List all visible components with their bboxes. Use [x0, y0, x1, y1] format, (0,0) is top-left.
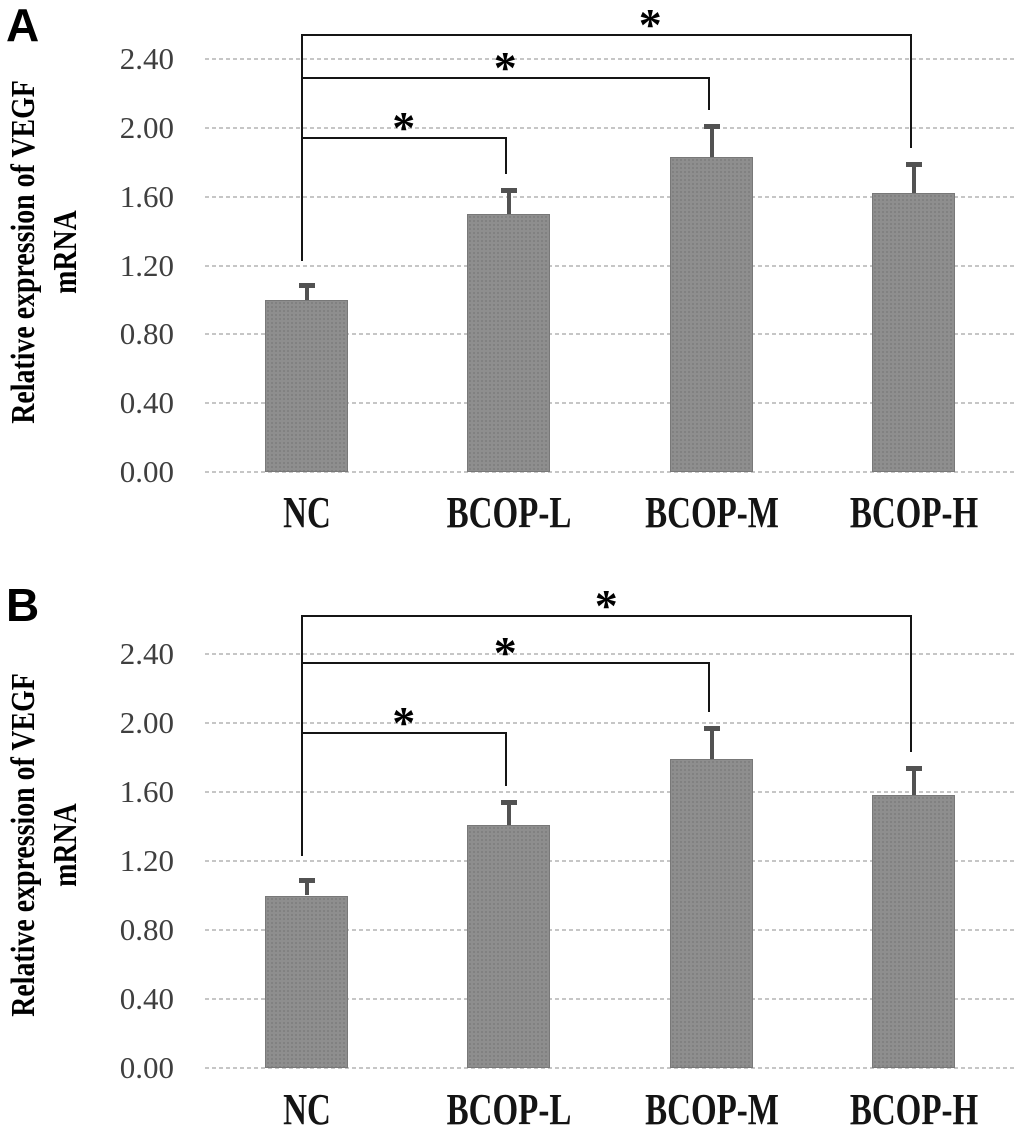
plot-area-b: 0.00 0.40 0.80 1.20 1.60 2.00 2.40 NC BCOP-L BCOP… — [0, 560, 1020, 1133]
category-label-bcop-m: BCOP-M — [644, 488, 779, 537]
nc-bracket-vertical — [301, 616, 303, 856]
error-bar-cap — [703, 726, 720, 732]
error-bar-cap — [500, 800, 517, 806]
error-bar-stem — [709, 728, 714, 760]
category-label-nc: NC — [282, 1085, 331, 1133]
significance-bracket-drop — [707, 662, 710, 713]
significance-bracket-line — [301, 77, 710, 80]
significance-asterisk: * — [493, 42, 517, 94]
y-tick-label: 0.40 — [119, 385, 174, 421]
panel-b-letter: B — [6, 579, 40, 631]
y-tick-label: 2.40 — [119, 636, 174, 671]
gridline — [205, 1067, 1016, 1069]
significance-bracket-drop — [707, 78, 710, 111]
gridline — [205, 998, 1016, 1000]
gridline — [205, 195, 1016, 198]
bar-bcop-h — [872, 795, 955, 1068]
category-label-bcop-h: BCOP-H — [849, 488, 978, 537]
panel-a: A Relative expression of VEGF mRNA 0.00 0… — [0, 0, 1020, 560]
error-bar-cap — [298, 877, 315, 883]
y-tick-label: 2.00 — [119, 110, 174, 145]
gridline — [205, 333, 1016, 336]
significance-bracket-line — [301, 34, 912, 37]
gridline — [205, 791, 1016, 793]
error-bar-stem — [911, 767, 916, 796]
y-tick-label: 2.00 — [119, 705, 174, 740]
significance-asterisk: * — [594, 580, 618, 632]
error-bar-stem — [911, 164, 916, 194]
error-bar-cap — [500, 187, 517, 193]
error-bar-stem — [709, 126, 714, 158]
bar-nc — [265, 895, 348, 1068]
gridline — [205, 471, 1016, 473]
bar-nc — [265, 300, 348, 472]
plot-area-a: 0.00 0.40 0.80 1.20 1.60 2.00 2.40 NC BCOP-L BCOP… — [0, 0, 1020, 560]
gridline — [205, 127, 1016, 129]
y-tick-label: 0.80 — [119, 316, 174, 352]
error-bar-cap — [298, 282, 315, 288]
panel-b: B Relative expression of VEGF mRNA 0.00 0… — [0, 560, 1020, 1133]
significance-asterisk: * — [493, 626, 517, 678]
error-bar-stem — [506, 802, 511, 825]
y-tick-label: 0.80 — [119, 912, 174, 947]
error-bar-stem — [304, 284, 309, 300]
significance-bracket-line — [301, 137, 507, 140]
nc-bracket-vertical — [301, 35, 303, 261]
y-tick-label: 2.40 — [119, 41, 174, 77]
significance-bracket-line — [301, 732, 507, 735]
gridline — [205, 860, 1016, 862]
error-bar-stem — [304, 879, 309, 896]
significance-bracket-drop — [504, 733, 507, 787]
y-tick-label: 0.40 — [119, 981, 174, 1016]
gridline — [205, 653, 1016, 655]
significance-asterisk: * — [638, 0, 662, 51]
gridline — [205, 929, 1016, 931]
gridline — [205, 402, 1016, 405]
category-label-bcop-m: BCOP-M — [644, 1085, 779, 1133]
significance-asterisk: * — [392, 102, 416, 154]
gridline — [205, 58, 1016, 61]
y-tick-label: 1.20 — [119, 843, 174, 878]
category-label-bcop-l: BCOP-L — [446, 488, 571, 537]
y-tick-label: 1.60 — [119, 178, 174, 214]
bar-bcop-l — [467, 824, 550, 1068]
panel-a-letter: A — [6, 0, 40, 51]
significance-bracket-drop — [909, 35, 912, 149]
bar-bcop-m — [670, 157, 753, 472]
significance-bracket-line — [301, 661, 710, 664]
y-tick-label: 0.00 — [119, 454, 174, 489]
error-bar-cap — [905, 765, 922, 771]
bar-bcop-l — [467, 214, 550, 472]
error-bar-stem — [506, 189, 511, 214]
significance-bracket-line — [301, 615, 912, 618]
significance-bracket-drop — [909, 616, 912, 752]
gridline — [205, 264, 1016, 267]
y-tick-label: 1.20 — [119, 247, 174, 283]
error-bar-cap — [703, 124, 720, 130]
significance-asterisk: * — [392, 697, 416, 749]
category-label-nc: NC — [282, 488, 331, 537]
bar-bcop-m — [670, 759, 753, 1068]
gridline — [205, 722, 1016, 724]
y-tick-label: 0.00 — [119, 1050, 174, 1085]
error-bar-cap — [905, 162, 922, 168]
category-label-bcop-l: BCOP-L — [446, 1085, 571, 1133]
bar-bcop-h — [872, 193, 955, 472]
y-tick-label: 1.60 — [119, 774, 174, 809]
category-label-bcop-h: BCOP-H — [849, 1085, 978, 1133]
significance-bracket-drop — [504, 138, 507, 174]
